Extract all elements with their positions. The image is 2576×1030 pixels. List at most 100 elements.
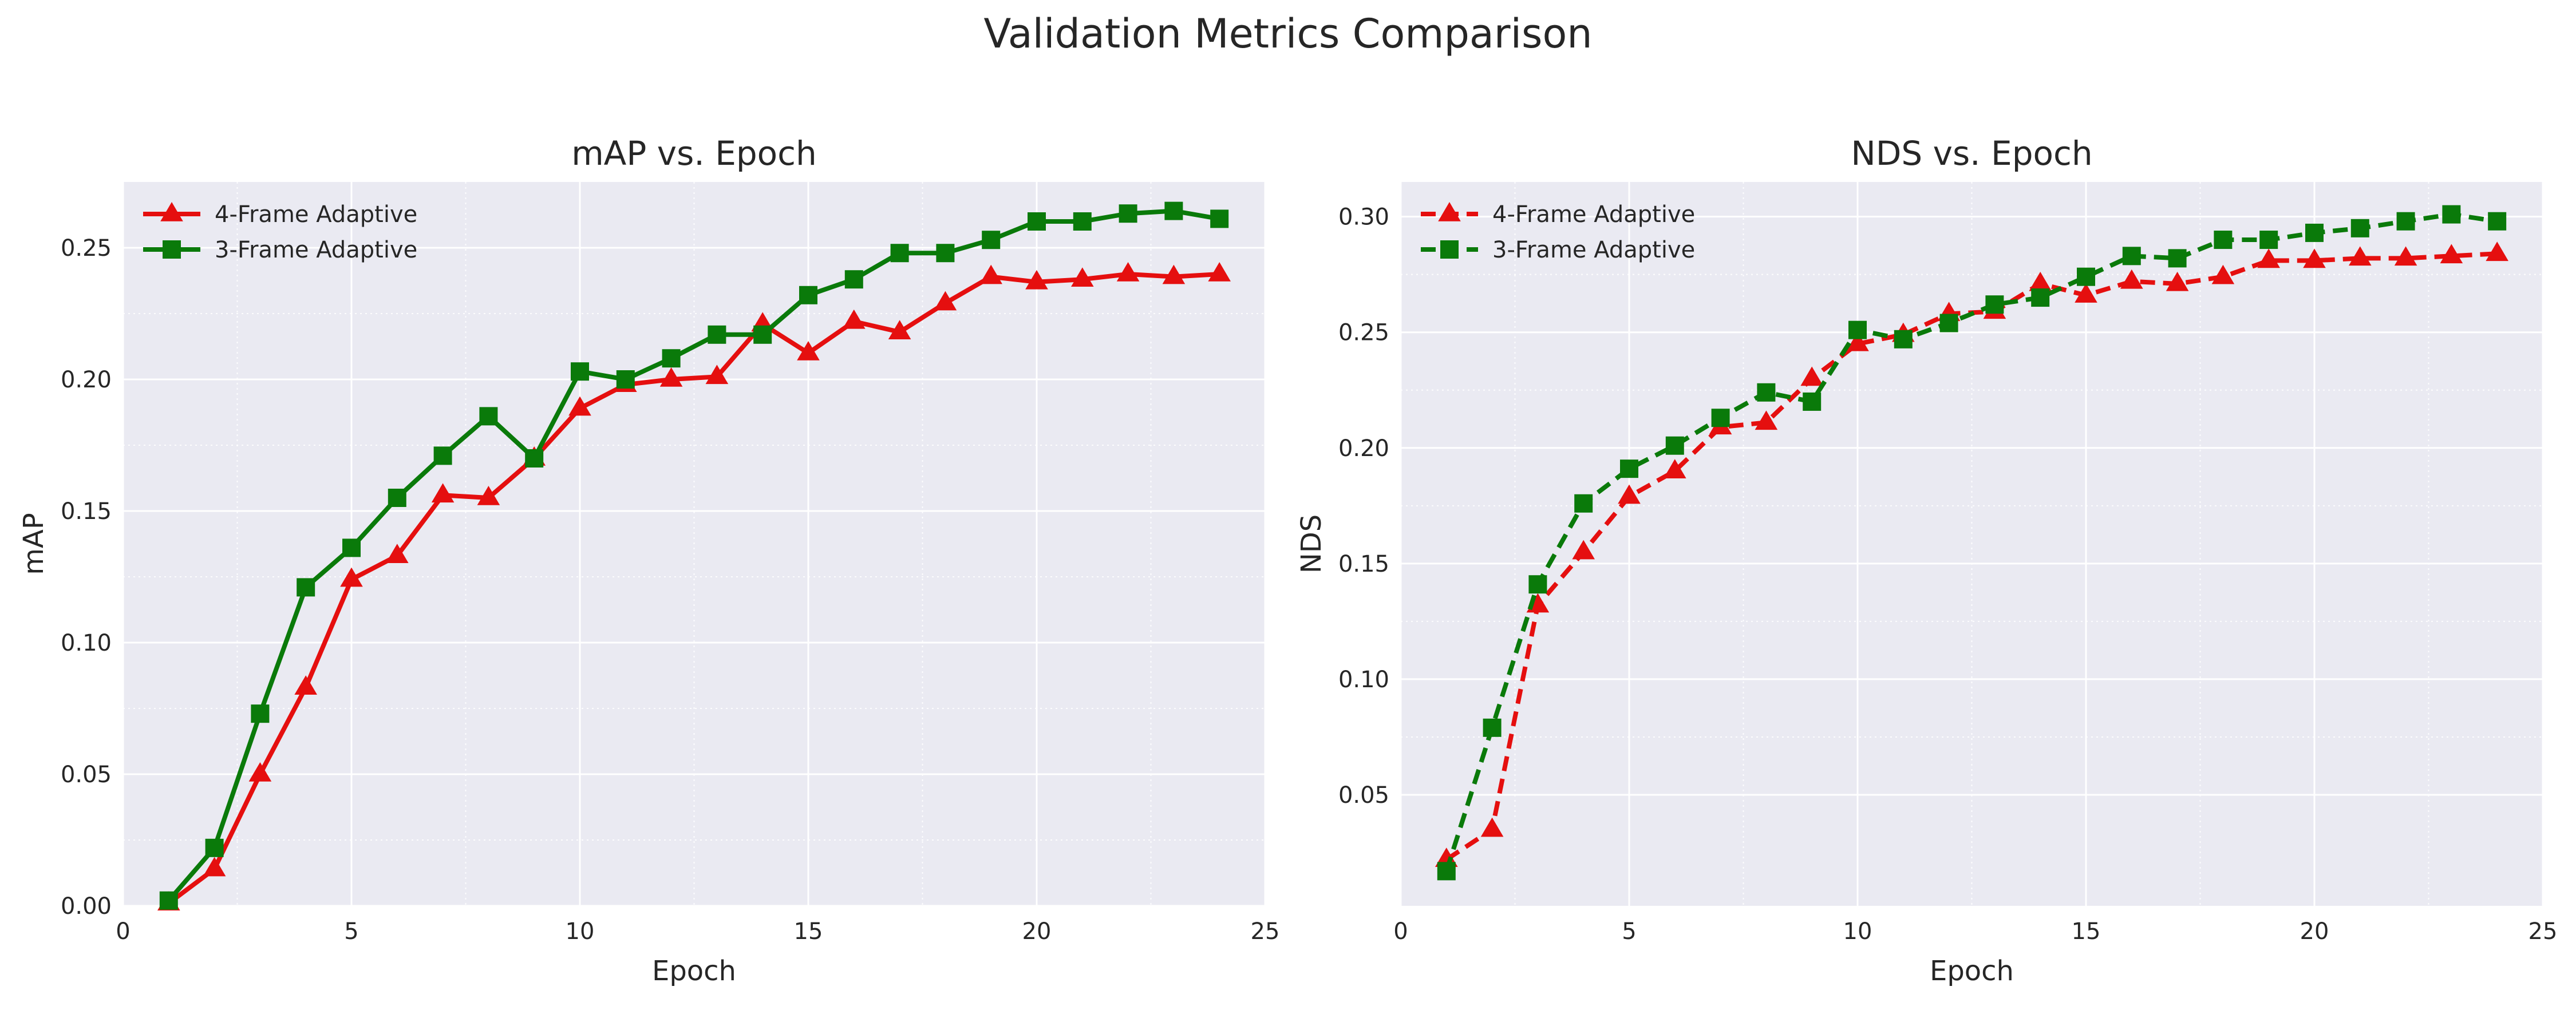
nds-data-point bbox=[1665, 436, 1684, 455]
map-chart: 0 5 10 15 20 25 0.00 0.05 0.10 0.15 0.20 0.25 mAP vs… bbox=[18, 134, 1279, 987]
nds-xtick-label: 5 bbox=[1622, 918, 1636, 945]
nds-data-point bbox=[1848, 320, 1867, 339]
map-data-point bbox=[1073, 212, 1092, 231]
map-ytick-label: 0.00 bbox=[61, 893, 112, 920]
nds-data-point bbox=[1800, 366, 1823, 386]
map-data-point bbox=[797, 341, 820, 360]
map-legend-label: 4-Frame Adaptive bbox=[215, 201, 417, 228]
nds-data-point bbox=[2120, 269, 2143, 289]
nds-y-axis-label: NDS bbox=[1295, 514, 1327, 573]
map-data-point bbox=[386, 544, 409, 563]
map-data-point bbox=[1116, 262, 1140, 282]
nds-data-point bbox=[2396, 212, 2415, 231]
map-xtick-label: 0 bbox=[116, 918, 130, 945]
map-data-point bbox=[477, 486, 500, 505]
nds-data-point bbox=[1846, 331, 1869, 351]
map-data-point bbox=[1162, 264, 1186, 284]
nds-data-point bbox=[2122, 247, 2141, 266]
nds-data-point bbox=[2442, 205, 2461, 224]
nds-data-point bbox=[2350, 219, 2369, 237]
nds-grid bbox=[1400, 182, 2544, 906]
map-legend: 4-Frame Adaptive 3-Frame Adaptive bbox=[143, 201, 417, 263]
nds-data-point bbox=[2349, 246, 2372, 266]
map-data-point bbox=[159, 891, 178, 910]
map-data-point bbox=[979, 264, 1002, 284]
map-data-point bbox=[1164, 201, 1183, 220]
map-series-three-frame bbox=[159, 201, 1229, 910]
map-ytick-label: 0.25 bbox=[61, 235, 112, 262]
nds-data-point bbox=[2394, 246, 2417, 266]
nds-legend: 4-Frame Adaptive 3-Frame Adaptive bbox=[1421, 201, 1695, 263]
nds-legend-marker bbox=[1438, 202, 1461, 221]
nds-data-point bbox=[1483, 718, 1502, 737]
map-data-point bbox=[568, 396, 591, 416]
nds-data-point bbox=[2168, 249, 2187, 268]
map-data-point bbox=[1119, 204, 1137, 223]
map-legend-label: 3-Frame Adaptive bbox=[215, 237, 417, 263]
map-data-point bbox=[1071, 267, 1094, 287]
map-data-point bbox=[662, 349, 681, 368]
map-data-point bbox=[1208, 262, 1231, 282]
nds-data-point bbox=[2031, 288, 2050, 307]
nds-data-point bbox=[2257, 248, 2280, 268]
map-legend-marker bbox=[160, 202, 183, 221]
nds-xtick-label: 15 bbox=[2072, 918, 2101, 945]
nds-xtick-label: 10 bbox=[1843, 918, 1872, 945]
map-legend-marker bbox=[163, 240, 181, 259]
nds-legend-marker bbox=[1440, 240, 1459, 259]
map-data-point bbox=[934, 291, 957, 311]
map-xtick-label: 15 bbox=[794, 918, 823, 945]
map-data-point bbox=[571, 362, 589, 381]
map-data-point bbox=[708, 325, 726, 344]
map-x-axis-label: Epoch bbox=[652, 955, 736, 987]
map-data-point bbox=[525, 449, 544, 468]
map-data-point bbox=[705, 365, 729, 385]
nds-data-point bbox=[2211, 264, 2235, 284]
nds-ytick-label: 0.30 bbox=[1338, 204, 1389, 231]
nds-data-point bbox=[1528, 575, 1547, 594]
nds-chart: 0 5 10 15 20 25 0.05 0.10 0.15 0.20 0.25 0.30 NDS vs… bbox=[1295, 134, 2557, 987]
map-data-point bbox=[982, 231, 1001, 249]
nds-ytick-label: 0.20 bbox=[1338, 435, 1389, 462]
nds-data-point bbox=[2488, 212, 2507, 231]
nds-data-point bbox=[2075, 283, 2097, 303]
nds-xtick-label: 25 bbox=[2528, 918, 2558, 945]
map-data-point bbox=[342, 538, 361, 557]
map-data-point bbox=[479, 407, 498, 426]
nds-chart-title: NDS vs. Epoch bbox=[1851, 134, 2092, 173]
map-data-point bbox=[753, 325, 772, 344]
map-ytick-label: 0.20 bbox=[61, 367, 112, 393]
map-xtick-label: 25 bbox=[1251, 918, 1280, 945]
map-data-point bbox=[251, 704, 270, 723]
nds-x-axis-label: Epoch bbox=[1930, 955, 2014, 987]
nds-data-point bbox=[2166, 271, 2189, 291]
nds-data-point bbox=[1618, 484, 1641, 504]
map-data-point bbox=[844, 270, 863, 289]
map-series-line bbox=[166, 272, 1222, 906]
nds-data-point bbox=[1985, 295, 2004, 314]
nds-data-point bbox=[1939, 314, 1958, 332]
nds-legend-label: 4-Frame Adaptive bbox=[1492, 201, 1695, 228]
map-xtick-label: 20 bbox=[1022, 918, 1052, 945]
nds-ytick-label: 0.25 bbox=[1338, 320, 1389, 346]
nds-data-point bbox=[1574, 494, 1593, 513]
map-xtick-label: 10 bbox=[566, 918, 595, 945]
nds-data-point bbox=[1894, 330, 1913, 348]
map-data-point bbox=[248, 762, 272, 782]
map-data-point bbox=[205, 838, 224, 857]
map-data-point bbox=[843, 309, 866, 329]
nds-xtick-label: 20 bbox=[2300, 918, 2329, 945]
figure-title: Validation Metrics Comparison bbox=[983, 10, 1593, 57]
map-ytick-label: 0.15 bbox=[61, 498, 112, 525]
nds-data-point bbox=[1803, 392, 1822, 411]
nds-data-point bbox=[2077, 267, 2095, 286]
nds-data-point bbox=[1711, 409, 1730, 427]
map-data-point bbox=[433, 446, 452, 465]
nds-legend-label: 3-Frame Adaptive bbox=[1492, 237, 1695, 263]
map-data-point bbox=[1210, 209, 1229, 228]
nds-data-point bbox=[2259, 231, 2278, 249]
map-data-point bbox=[659, 367, 683, 387]
nds-xtick-label: 0 bbox=[1393, 918, 1408, 945]
nds-data-point bbox=[2440, 244, 2463, 264]
map-data-point bbox=[936, 244, 955, 263]
